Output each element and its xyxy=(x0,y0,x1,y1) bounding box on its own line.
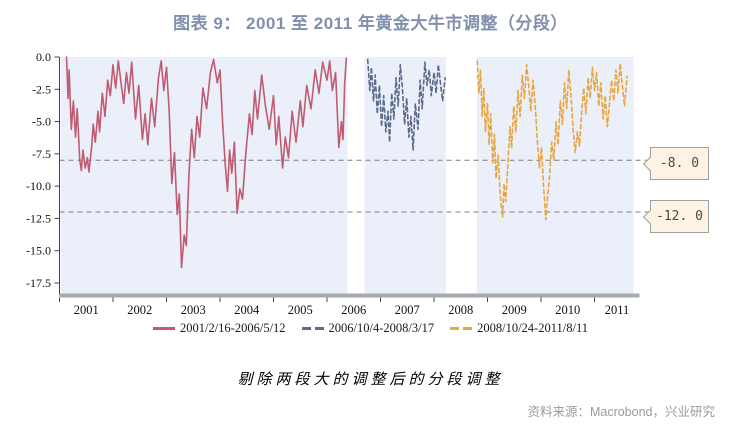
threshold-callout-8: -8. 0 xyxy=(642,147,709,180)
x-tick-label: 2011 xyxy=(605,303,630,317)
x-tick-label: 2009 xyxy=(502,303,527,317)
y-tick-label: 0.0 xyxy=(36,50,51,64)
plot-band xyxy=(476,57,634,294)
legend-item-segment-2: 2006/10/4-2008/3/17 xyxy=(301,321,435,336)
x-tick-label: 2003 xyxy=(181,303,206,317)
x-tick-label: 2007 xyxy=(395,303,420,317)
y-tick-label: -12.5 xyxy=(26,211,51,225)
x-axis-bar xyxy=(59,293,640,298)
x-tick-label: 2006 xyxy=(341,303,366,317)
plot-band xyxy=(364,57,446,294)
y-tick-label: -7.5 xyxy=(32,147,51,161)
y-tick-label: -17.5 xyxy=(26,276,51,290)
y-tick-label: -10.0 xyxy=(26,179,51,193)
series-line-1 xyxy=(65,56,348,269)
legend-label: 2006/10/4-2008/3/17 xyxy=(328,321,435,335)
data-source-note: 资料来源：Macrobond，兴业研究 xyxy=(527,405,715,419)
legend-swatch-dashed-blue xyxy=(301,327,324,330)
threshold-callout-12-label: -12. 0 xyxy=(656,209,703,224)
x-tick-label: 2008 xyxy=(448,303,473,317)
threshold-callout-12: -12. 0 xyxy=(642,200,709,233)
y-tick-label: -15.0 xyxy=(26,244,51,258)
chart-title: 图表 9： 2001 至 2011 年黄金大牛市调整（分段） xyxy=(173,14,568,33)
legend-label: 2001/2/16-2006/5/12 xyxy=(179,321,286,335)
x-tick-label: 2010 xyxy=(555,303,580,317)
chart-legend: 2001/2/16-2006/5/12 2006/10/4-2008/3/17 … xyxy=(0,321,741,336)
threshold-callout-8-label: -8. 0 xyxy=(659,156,700,171)
y-tick-label: -2.5 xyxy=(32,82,51,96)
chart-caption: 剔除两段大的调整后的分段调整 xyxy=(237,370,504,388)
x-tick-label: 2005 xyxy=(288,303,313,317)
legend-swatch-dashed-orange xyxy=(450,327,473,330)
legend-label: 2008/10/24-2011/8/11 xyxy=(477,321,588,335)
y-tick-label: -5.0 xyxy=(32,115,51,129)
series-line-3 xyxy=(476,60,628,221)
legend-item-segment-1: 2001/2/16-2006/5/12 xyxy=(152,321,286,336)
x-tick-label: 2004 xyxy=(234,303,260,317)
series-line-2 xyxy=(366,58,447,151)
x-tick-label: 2002 xyxy=(127,303,152,317)
x-tick-label: 2001 xyxy=(74,303,99,317)
legend-item-segment-3: 2008/10/24-2011/8/11 xyxy=(450,321,588,336)
legend-swatch-solid-red xyxy=(152,327,175,330)
